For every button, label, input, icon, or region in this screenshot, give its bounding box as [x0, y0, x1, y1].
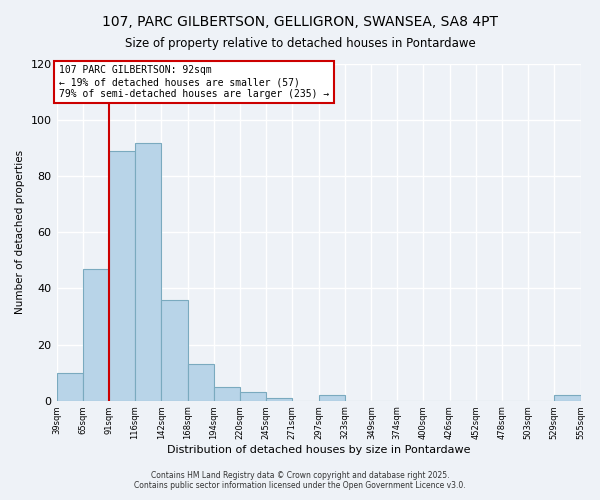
- Bar: [188, 364, 214, 401]
- Bar: [266, 398, 292, 400]
- Bar: [319, 395, 345, 400]
- Text: Size of property relative to detached houses in Pontardawe: Size of property relative to detached ho…: [125, 38, 475, 51]
- Bar: [241, 392, 266, 400]
- Text: 107 PARC GILBERTSON: 92sqm
← 19% of detached houses are smaller (57)
79% of semi: 107 PARC GILBERTSON: 92sqm ← 19% of deta…: [59, 66, 329, 98]
- Bar: [56, 372, 83, 400]
- Text: 107, PARC GILBERTSON, GELLIGRON, SWANSEA, SA8 4PT: 107, PARC GILBERTSON, GELLIGRON, SWANSEA…: [102, 15, 498, 29]
- Bar: [161, 300, 188, 400]
- Bar: [83, 269, 109, 400]
- Bar: [135, 142, 161, 400]
- Bar: [554, 395, 581, 400]
- Y-axis label: Number of detached properties: Number of detached properties: [15, 150, 25, 314]
- Bar: [214, 386, 241, 400]
- Text: Contains HM Land Registry data © Crown copyright and database right 2025.
Contai: Contains HM Land Registry data © Crown c…: [134, 470, 466, 490]
- X-axis label: Distribution of detached houses by size in Pontardawe: Distribution of detached houses by size …: [167, 445, 470, 455]
- Bar: [109, 151, 135, 400]
